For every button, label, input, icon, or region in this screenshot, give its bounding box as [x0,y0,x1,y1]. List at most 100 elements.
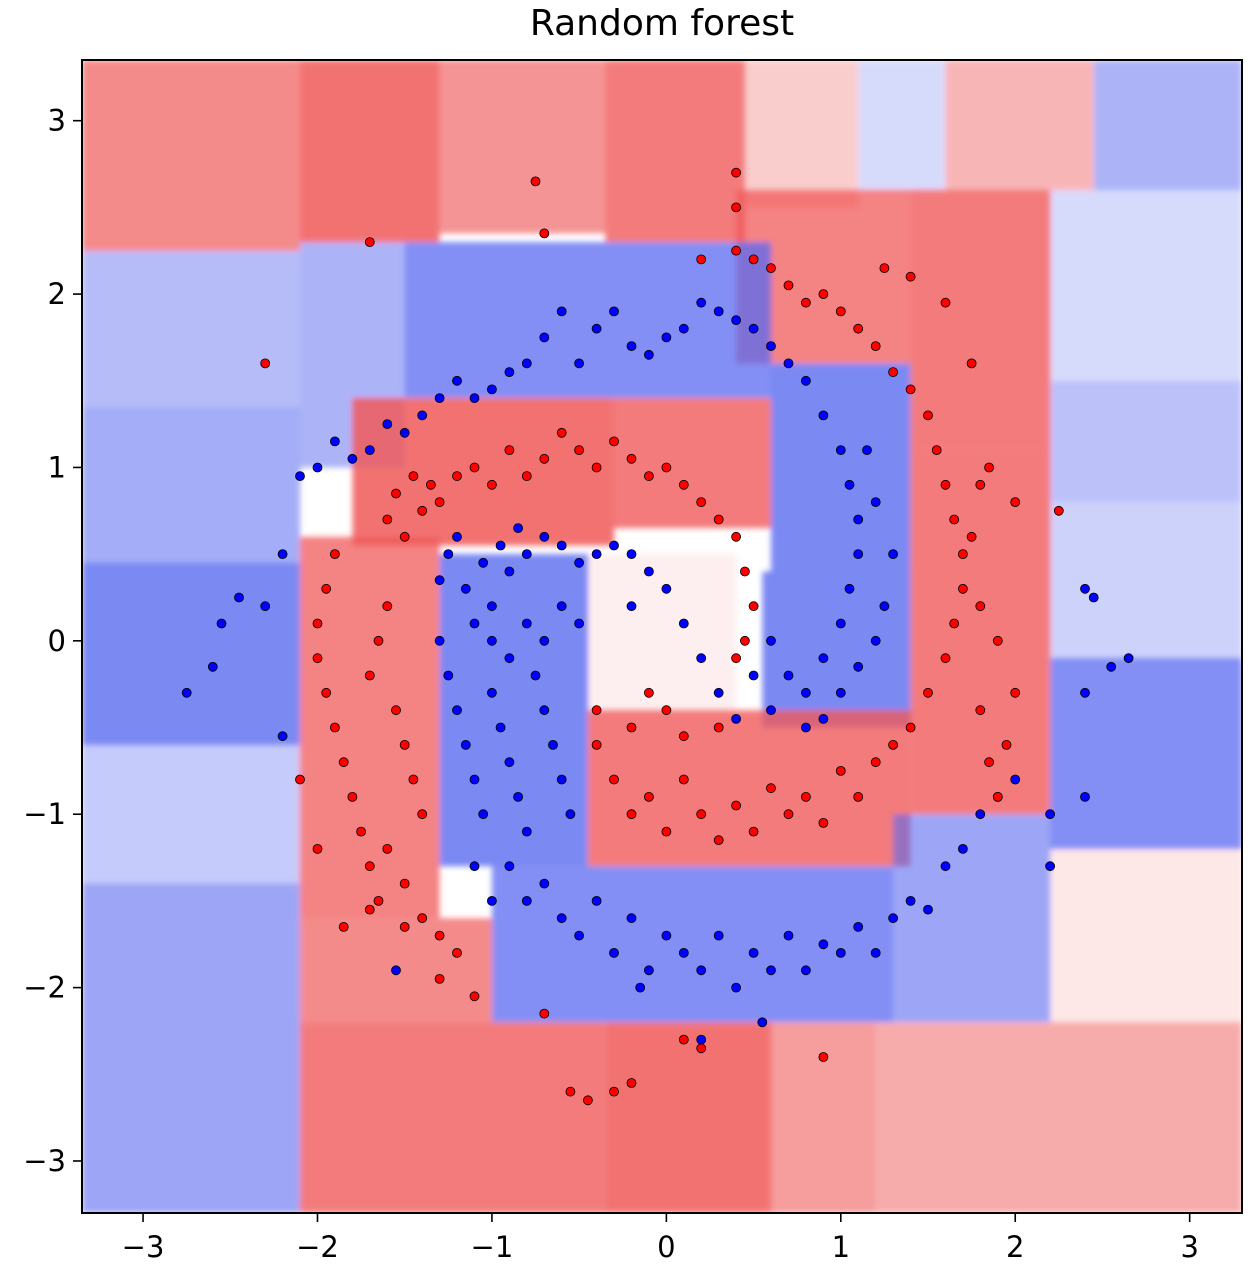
point-0-98 [539,332,550,343]
data-points [181,167,1134,1106]
point-1-119 [818,1052,829,1062]
point-1-127 [539,1008,550,1019]
point-0-79 [853,514,864,525]
point-1-107 [364,237,375,248]
point-0-48 [626,913,637,924]
point-1-53 [626,809,637,820]
point-1-112 [696,254,707,265]
region-13 [1050,658,1242,849]
point-0-46 [591,896,602,906]
point-1-74 [958,549,968,559]
point-1-123 [364,904,375,915]
point-0-144 [1080,687,1090,698]
point-0-3 [460,583,471,594]
point-0-44 [556,913,567,924]
point-0-82 [818,410,829,421]
point-0-36 [539,635,550,646]
point-0-91 [661,332,672,343]
point-0-31 [556,774,567,785]
point-0-93 [626,341,637,352]
point-0-95 [591,323,602,334]
point-0-42 [521,896,532,906]
point-1-50 [417,809,428,820]
point-0-72 [1080,792,1090,802]
point-0-47 [609,948,619,958]
point-1-43 [452,948,462,958]
point-1-48 [399,740,410,750]
x-tick-label: 0 [657,1230,675,1264]
point-0-68 [975,809,986,820]
point-1-4 [417,505,428,516]
point-1-15 [591,462,602,473]
point-1-13 [556,427,567,438]
point-1-49 [408,774,419,785]
point-1-59 [731,800,741,811]
point-1-11 [521,471,532,482]
point-0-76 [835,618,846,629]
point-0-86 [748,323,759,334]
region-2 [439,60,606,234]
x-tick-label: 1 [832,1230,850,1264]
point-1-2 [399,531,410,542]
region-22 [82,406,301,563]
point-1-94 [992,792,1003,802]
point-0-120 [766,705,776,716]
point-1-78 [923,410,933,421]
x-tick-label: −2 [296,1230,339,1264]
point-1-10 [504,445,515,456]
point-1-61 [766,783,776,794]
point-0-124 [696,653,707,664]
point-1-37 [364,861,375,872]
point-0-24 [495,722,506,733]
region-4 [744,60,859,208]
point-0-136 [879,601,890,612]
point-0-83 [801,375,811,386]
point-0-50 [661,930,672,941]
point-0-146 [757,1017,768,1028]
point-1-18 [644,471,654,482]
point-0-64 [905,896,916,906]
point-0-141 [1088,592,1099,603]
point-1-57 [696,809,707,820]
point-1-125 [434,974,445,984]
point-1-128 [661,705,672,716]
point-0-143 [1123,653,1134,664]
x-tick-label: 3 [1180,1230,1198,1264]
point-1-133 [591,705,602,716]
point-1-109 [530,176,541,187]
region-18 [300,1022,606,1213]
point-0-6 [486,601,497,612]
point-0-130 [783,670,794,681]
point-0-125 [678,618,689,629]
point-1-46 [382,601,393,612]
point-0-8 [504,566,515,577]
point-0-45 [574,930,584,941]
point-0-119 [277,731,288,742]
point-0-129 [766,635,776,646]
point-0-15 [609,540,619,551]
region-20 [82,744,301,884]
point-1-23 [731,531,741,542]
point-1-103 [940,297,951,308]
y-tick-label: 0 [48,624,66,658]
point-1-27 [731,653,741,664]
y-axis: −3 −2 −1 0 1 2 3 [23,104,82,1178]
point-1-88 [748,254,759,265]
decision-background [82,60,1242,1213]
point-1-101 [879,263,890,274]
point-1-31 [312,653,323,664]
point-0-134 [853,661,864,672]
point-1-126 [469,991,480,1002]
point-1-60 [748,826,759,837]
point-0-139 [862,445,872,456]
point-0-74 [801,687,811,698]
region-31 [300,536,440,919]
point-0-123 [713,687,724,698]
point-1-65 [835,766,846,776]
point-0-16 [626,549,637,559]
point-1-111 [731,202,741,213]
point-0-0 [434,575,445,586]
point-0-116 [216,618,227,629]
point-1-40 [399,878,410,889]
